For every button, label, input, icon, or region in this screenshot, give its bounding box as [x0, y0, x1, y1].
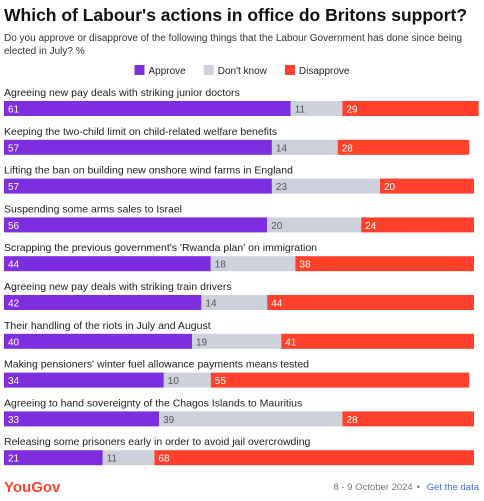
chart-subtitle: elected in July? % [4, 46, 85, 57]
legend-item: Disapprove [284, 65, 350, 77]
category-label: Agreeing to hand sovereignty of the Chag… [4, 397, 302, 409]
legend-swatch [134, 65, 145, 75]
value-label: 68 [158, 454, 170, 465]
bar-segment [4, 217, 268, 233]
legend-swatch [203, 65, 214, 75]
value-label: 20 [271, 221, 283, 232]
value-label: 28 [342, 143, 354, 154]
value-label: 24 [365, 221, 377, 232]
value-label: 23 [276, 182, 288, 193]
value-label: 55 [215, 376, 227, 387]
bar-segment [4, 333, 192, 349]
value-label: 21 [8, 454, 20, 465]
bar-segment [201, 295, 268, 310]
plot: Agreeing new pay deals with striking jun… [4, 87, 479, 466]
bar-segment [4, 450, 103, 466]
legend: Approve Don't know Disapprove [134, 65, 350, 77]
legend-item: Don't know [203, 65, 268, 77]
value-label: 29 [346, 105, 358, 116]
value-label: 38 [299, 260, 311, 271]
bar-segment [290, 101, 343, 116]
bar-segment [163, 372, 211, 388]
bar-segment [4, 372, 164, 388]
value-label: 11 [295, 105, 306, 116]
bar-segment [342, 411, 474, 427]
value-label: 20 [384, 182, 396, 193]
legend-swatch [284, 65, 295, 75]
category-label: Their handling of the riots in July and … [4, 320, 211, 332]
bar-segment [281, 333, 474, 349]
bar-segment [192, 333, 282, 349]
category-label: Releasing some prisoners early in order … [4, 436, 311, 448]
value-label: 42 [8, 299, 20, 310]
category-label: Agreeing new pay deals with striking jun… [4, 87, 240, 99]
bar-segment [210, 256, 296, 272]
bar-segment [361, 217, 474, 233]
value-label: 61 [8, 105, 20, 116]
bar-segment [267, 217, 362, 233]
value-label: 44 [8, 260, 20, 271]
value-label: 39 [163, 415, 175, 426]
category-label: Making pensioners' winter fuel allowance… [4, 359, 309, 371]
category-label: Keeping the two-child limit on child-rel… [4, 126, 277, 138]
bar-segment [154, 450, 474, 466]
bar-segment [210, 372, 470, 388]
bar-segment [4, 295, 202, 310]
bar-segment [271, 139, 338, 155]
value-label: 14 [276, 143, 288, 154]
bar-segment [295, 256, 474, 272]
legend-label: Approve [149, 66, 187, 77]
value-label: 11 [107, 454, 118, 465]
value-label: 57 [8, 143, 20, 154]
category-label: Scrapping the previous government's 'Rwa… [4, 242, 317, 254]
bar-segment [267, 295, 474, 310]
value-label: 34 [8, 376, 20, 387]
footer-date: 8 - 9 October 2024 [333, 482, 412, 493]
bar-segment [271, 178, 380, 194]
bar-segment [4, 411, 160, 427]
value-label: 44 [271, 299, 283, 310]
get-data-link[interactable]: Get the data [427, 482, 480, 493]
legend-item: Approve [134, 65, 187, 77]
separator: • [417, 482, 420, 493]
bar-segment [4, 139, 272, 155]
bar-segment [159, 411, 343, 427]
logo: YouGov [4, 479, 61, 496]
value-label: 57 [8, 182, 20, 193]
bar-segment [380, 178, 474, 194]
category-label: Agreeing new pay deals with striking tra… [4, 281, 232, 293]
category-label: Suspending some arms sales to Israel [4, 203, 182, 215]
bar-segment [342, 101, 479, 116]
value-label: 19 [196, 337, 208, 348]
value-label: 28 [346, 415, 358, 426]
legend-label: Disapprove [299, 66, 350, 77]
value-label: 18 [215, 260, 227, 271]
bar-segment [4, 256, 211, 272]
value-label: 14 [205, 299, 217, 310]
value-label: 33 [8, 415, 20, 426]
bar-segment [337, 139, 470, 155]
chart-title: Which of Labour's actions in office do B… [4, 5, 467, 25]
bar-segment [4, 178, 272, 194]
category-label: Lifting the ban on building new onshore … [4, 165, 293, 177]
value-label: 10 [168, 376, 180, 387]
bar-segment [102, 450, 155, 466]
value-label: 56 [8, 221, 20, 232]
value-label: 40 [8, 337, 20, 348]
chart-subtitle: Do you approve or disapprove of the foll… [4, 33, 462, 44]
legend-label: Don't know [218, 66, 268, 77]
value-label: 41 [285, 337, 297, 348]
bar-segment [4, 101, 291, 116]
